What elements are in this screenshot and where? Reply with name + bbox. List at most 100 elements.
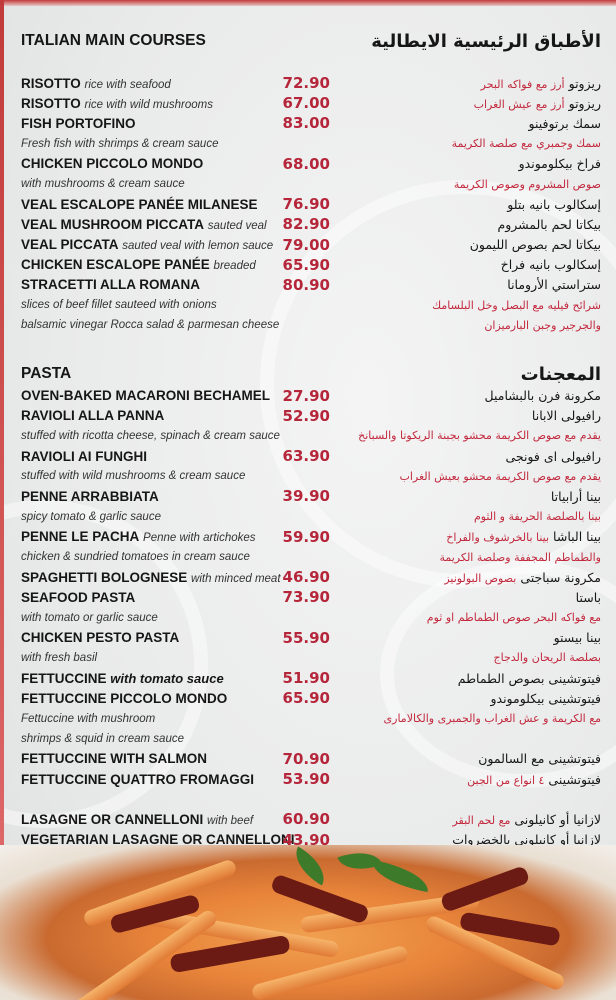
item-name: LASAGNE OR CANNELLONI: [21, 811, 204, 827]
item-name-en: SPAGHETTI BOLOGNESE with minced meat: [21, 570, 281, 585]
item-name: VEAL ESCALOPE PANÉE MILANESE: [21, 196, 258, 212]
menu-item: OVEN-BAKED MACARONI BECHAMEL 27.90 مكرونة …: [21, 385, 601, 405]
section-title-ar: الأطباق الرئيسية الايطالية: [371, 30, 601, 52]
item-name-ar: بيكاتا لحم بالمشروم: [497, 217, 601, 232]
menu-item: VEAL ESCALOPE PANÉE MILANESE 76.90 إسكالوب…: [21, 194, 601, 214]
item-name-ar: ستراستي الأرومانا: [507, 277, 601, 292]
item-price: 65.90: [282, 255, 330, 274]
item-name-ar: مكرونة سباجتى بصوص البولونيز: [444, 570, 601, 585]
item-name: RAVIOLI ALLA PANNA: [21, 408, 165, 424]
item-name-en: RISOTTO rice with wild mushrooms: [21, 96, 213, 111]
description-en: with fresh basil: [21, 651, 98, 664]
item-name-en: VEAL ESCALOPE PANÉE MILANESE: [21, 197, 258, 212]
menu-item-description: slices of beef fillet sauteed with onion…: [21, 295, 601, 315]
item-name: FETTUCCINE PICCOLO MONDO: [21, 690, 228, 706]
description-en: with mushrooms & cream sauce: [21, 178, 185, 191]
item-name-en: STRACETTI ALLA ROMANA: [21, 277, 200, 292]
item-note-ar: مع لحم البقر: [452, 813, 511, 827]
item-price: 76.90: [282, 195, 330, 214]
item-price: 46.90: [282, 568, 330, 587]
item-price: 67.00: [282, 94, 330, 113]
item-name-en: VEGETARIAN LASAGNE OR CANNELLONI: [21, 832, 295, 847]
item-name-ar-main: فيتوتشينى بصوص الطماطم: [457, 670, 601, 686]
item-name: STRACETTI ALLA ROMANA: [21, 277, 200, 293]
item-price: 55.90: [282, 628, 330, 647]
description-en: stuffed with ricotta cheese, spinach & c…: [21, 429, 280, 442]
description-ar: سمك وجمبري مع صلصة الكريمة: [451, 137, 601, 151]
item-name: CHICKEN ESCALOPE PANÉE: [21, 257, 210, 273]
item-price: 39.90: [282, 487, 330, 506]
item-price: 82.90: [282, 215, 330, 234]
item-name-en: RAVIOLI ALLA PANNA: [21, 408, 164, 423]
item-note: rice with seafood: [84, 78, 171, 91]
description-en: Fresh fish with shrimps & cream sauce: [21, 137, 219, 150]
description-en: balsamic vinegar Rocca salad & parmesan …: [21, 319, 280, 332]
item-name-ar: ريزوتو أرز مع عيش الغراب: [474, 96, 601, 111]
item-name: VEGETARIAN LASAGNE OR CANNELLONI: [21, 832, 295, 848]
item-name: SPAGHETTI BOLOGNESE: [21, 569, 188, 585]
item-name: FETTUCCINE: [21, 670, 107, 686]
item-price: 73.90: [282, 588, 330, 607]
menu-page: ITALIAN MAIN COURSES الأطباق الرئيسية ال…: [21, 30, 601, 850]
item-name-ar: فيتوتشينى بصوص الطماطم: [458, 671, 601, 686]
menu-item-description: balsamic vinegar Rocca salad & parmesan …: [21, 315, 601, 335]
menu-item: RISOTTO rice with seafood 72.90 ريزوتو أرز…: [21, 73, 601, 93]
menu-item: STRACETTI ALLA ROMANA 80.90 ستراستي الأروم…: [21, 275, 601, 295]
menu-item-description: with fresh basil بصلصة الريحان والدجاج: [21, 648, 601, 668]
menu-item: VEAL MUSHROOM PICCATA sauted veal 82.90 بي…: [21, 214, 601, 234]
item-name-ar-main: مكرونة سباجتى: [520, 569, 601, 585]
item-name-ar: رافيولى اى فونجى: [505, 449, 601, 464]
description-ar: يقدم مع صوص الكريمة محشو بجبنة الريكوتا …: [358, 429, 601, 443]
item-name-ar-main: فراخ بيكلوموندو: [518, 156, 601, 172]
section-header-main-courses: ITALIAN MAIN COURSES الأطباق الرئيسية ال…: [21, 30, 601, 52]
left-border: [0, 0, 4, 845]
item-name-ar-main: فيتوتشينى: [548, 771, 601, 787]
item-name-en: VEAL PICCATA sauted veal with lemon sauc…: [21, 237, 273, 252]
item-name-ar-main: ريزوتو: [568, 95, 601, 111]
menu-item: PENNE ARRABBIATA 39.90 بينا أرابياتا: [21, 486, 601, 506]
menu-item: RAVIOLI AI FUNGHI 63.90 رافيولى اى فونجى: [21, 446, 601, 466]
menu-item-description: spicy tomato & garlic sauce بينا بالصلصة …: [21, 507, 601, 527]
item-name-en: FISH PORTOFINO: [21, 116, 136, 131]
item-name-en: RISOTTO rice with seafood: [21, 76, 171, 91]
menu-item: VEGETARIAN LASAGNE OR CANNELLONI 43.90 لاز…: [21, 830, 601, 850]
item-name-ar-main: بيكاتا لحم بالمشروم: [497, 216, 601, 232]
item-note-ar: بصوص البولونيز: [444, 571, 517, 585]
item-name-ar-main: بيكاتا لحم بصوص الليمون: [469, 237, 601, 253]
item-price: 68.00: [282, 154, 330, 173]
description-ar: مع فواكه البحر صوص الطماطم او ثوم: [426, 611, 601, 625]
item-name-ar: فراخ بيكلوموندو: [519, 156, 601, 171]
item-name-ar-main: فيتوتشينى مع السالمون: [478, 751, 601, 767]
item-name-ar-main: مكرونة فرن بالبشاميل: [484, 388, 601, 404]
item-price: 70.90: [282, 749, 330, 768]
item-name-ar-main: لازانيا أو كانيلونى بالخضروات: [452, 832, 601, 848]
main-courses-list: RISOTTO rice with seafood 72.90 ريزوتو أرز…: [21, 73, 601, 335]
menu-item: LASAGNE OR CANNELLONI with beef 60.90 لازا…: [21, 809, 601, 829]
item-name-ar: فيتوتشينى مع السالمون: [478, 751, 601, 766]
item-name: RAVIOLI AI FUNGHI: [21, 448, 147, 464]
item-note-ar: ٤ انواع من الجبن: [467, 773, 545, 787]
item-name-en: FETTUCCINE with tomato sauce: [21, 671, 224, 686]
item-name-en: VEAL MUSHROOM PICCATA sauted veal: [21, 217, 267, 232]
item-name-en: PENNE LE PACHA Penne with artichokes: [21, 529, 256, 544]
item-name-ar: بينا أرابياتا: [551, 489, 601, 504]
menu-item: RAVIOLI ALLA PANNA 52.90 رافيولى الابانا: [21, 406, 601, 426]
spacer: [21, 789, 601, 809]
item-name-ar: بيكاتا لحم بصوص الليمون: [470, 237, 601, 252]
item-name-ar-main: ستراستي الأرومانا: [507, 277, 601, 293]
menu-item-description: Fettuccine with mushroom مع الكريمة و عش …: [21, 708, 601, 728]
description-ar: بينا بالصلصة الحريفة و الثوم: [473, 510, 601, 524]
description-ar: يقدم مع صوص الكريمة محشو بعيش الغراب: [399, 469, 601, 483]
item-name-ar: باستا: [576, 590, 601, 605]
description-ar: شرائح فيليه مع البصل وخل البلسامك: [432, 298, 601, 312]
section-title-ar: المعجنات: [520, 363, 601, 385]
item-note: breaded: [213, 260, 256, 273]
item-name: CHICKEN PESTO PASTA: [21, 630, 180, 646]
item-name-ar: رافيولى الابانا: [532, 408, 601, 423]
item-name: OVEN-BAKED MACARONI BECHAMEL: [21, 388, 270, 404]
top-border: [0, 0, 616, 6]
item-name-ar: ريزوتو أرز مع فواكه البحر: [481, 76, 601, 91]
item-name-en: CHICKEN PICCOLO MONDO: [21, 156, 203, 171]
item-name: RISOTTO: [21, 95, 81, 111]
menu-item: FISH PORTOFINO 83.00 سمك برتوفينو: [21, 113, 601, 133]
